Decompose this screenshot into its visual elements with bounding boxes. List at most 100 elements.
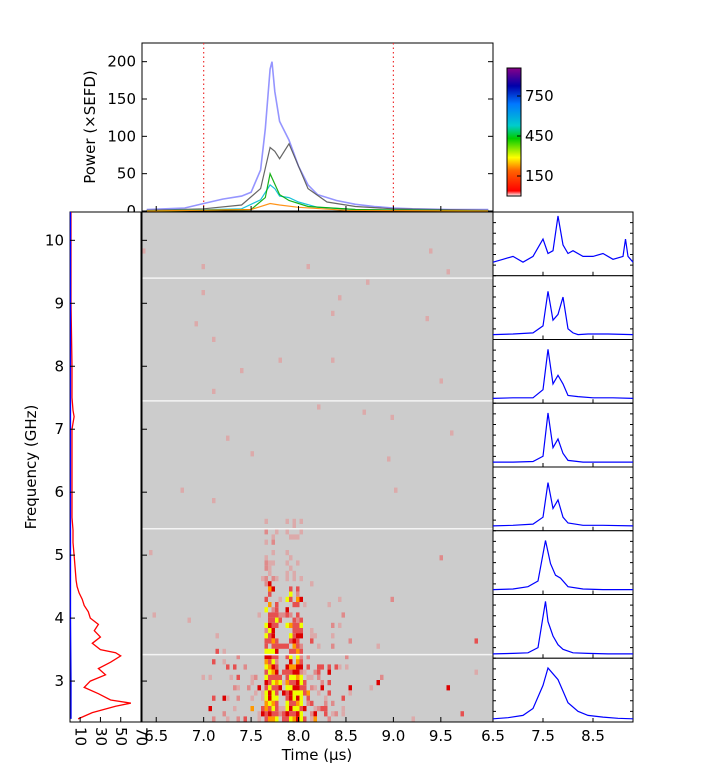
channel-profile-line — [492, 540, 633, 591]
heatmap-cell — [289, 586, 293, 592]
heatmap-cell — [439, 555, 443, 561]
power-panel-frame — [141, 42, 494, 212]
heatmap-cell — [278, 612, 282, 618]
power-tick-label: 0 — [126, 202, 136, 220]
heatmap-cell — [306, 674, 310, 680]
heatmap-cell — [226, 695, 230, 701]
heatmap-cell — [289, 680, 293, 686]
heatmap-cell — [271, 539, 275, 545]
heatmap-cell — [271, 680, 275, 686]
heatmap-cell — [268, 560, 272, 566]
heatmap-cell — [299, 648, 303, 654]
heatmap-cell — [261, 706, 265, 712]
heatmap-cell — [380, 674, 384, 680]
heatmap-cell — [271, 685, 275, 691]
heatmap-cell — [208, 706, 212, 712]
heatmap-cell — [264, 607, 268, 613]
heatmap-cell — [271, 643, 275, 649]
heatmap-cell — [268, 680, 272, 686]
heatmap-cell — [296, 602, 300, 608]
spectrum-series-line — [69, 212, 72, 719]
power-tick-label: 50 — [117, 165, 136, 183]
frequency-tick-label: 10 — [45, 231, 64, 249]
heatmap-cell — [268, 648, 272, 654]
heatmap-cell — [215, 633, 219, 639]
heatmap-cell — [236, 674, 240, 680]
heatmap-cell — [327, 664, 331, 670]
heatmap-cell — [285, 700, 289, 706]
heatmap-cell — [313, 716, 317, 722]
heatmap-cell — [275, 643, 279, 649]
power-tick-label: 100 — [107, 127, 136, 145]
heatmap-cell — [289, 555, 293, 561]
heatmap-cell — [268, 700, 272, 706]
heatmap-cell — [285, 596, 289, 602]
heatmap-cell — [282, 669, 286, 675]
frequency-axis-ticks: 3 4 5 6 7 8 9 10 — [45, 231, 147, 690]
heatmap-cell — [275, 685, 279, 691]
heatmap-cell — [268, 622, 272, 628]
heatmap-cell — [275, 607, 279, 613]
heatmap-cell — [317, 669, 321, 675]
heatmap-cell — [275, 617, 279, 623]
profile-x-tick-label: 7.5 — [531, 727, 555, 745]
heatmap-cell — [334, 711, 338, 717]
heatmap-cell — [369, 685, 373, 691]
heatmap-cell — [394, 487, 398, 493]
heatmap-cell — [310, 685, 314, 691]
dead-channel-lines — [142, 277, 493, 656]
heatmap-cell — [268, 659, 272, 665]
spectrum-series-group — [69, 212, 132, 720]
heatmap-cell — [299, 674, 303, 680]
heatmap-cell — [299, 617, 303, 623]
heatmap-cell — [261, 690, 265, 696]
heatmap-cell — [264, 565, 268, 571]
heatmap-cell — [271, 695, 275, 701]
heatmap-cell — [338, 622, 342, 628]
heatmap-cell — [271, 664, 275, 670]
heatmap-cell — [222, 659, 226, 665]
heatmap-cell — [250, 674, 254, 680]
heatmap-cell — [282, 643, 286, 649]
heatmap-cell — [299, 680, 303, 686]
heatmap-cell — [271, 550, 275, 556]
frequency-tick-label: 5 — [54, 546, 64, 564]
heatmap-cell — [275, 700, 279, 706]
heatmap-cell — [264, 690, 268, 696]
heatmap-cell — [289, 700, 293, 706]
heatmap-cell — [299, 664, 303, 670]
heatmap-cell — [236, 654, 240, 660]
heatmap-cell — [285, 716, 289, 722]
heatmap-cell — [264, 633, 268, 639]
heatmap-cell — [275, 706, 279, 712]
frequency-axis-label: Frequency (GHz) — [22, 405, 40, 530]
heatmap-cell — [285, 560, 289, 566]
heatmap-cell — [268, 654, 272, 660]
heatmap-cell — [292, 669, 296, 675]
channel-profile-frame — [492, 530, 634, 595]
heatmap-cell — [341, 612, 345, 618]
heatmap-cell — [292, 622, 296, 628]
frequency-tick-label: 9 — [54, 294, 64, 312]
power-series-line — [146, 61, 489, 211]
heatmap-cell — [296, 638, 300, 644]
heatmap-cell — [292, 685, 296, 691]
heatmap-cell — [299, 628, 303, 634]
heatmap-cell — [240, 368, 244, 374]
heatmap-cell — [201, 674, 205, 680]
heatmap-cell — [296, 706, 300, 712]
heatmap-cell — [296, 612, 300, 618]
colorbar-gradient — [506, 67, 522, 197]
heatmap-cell — [292, 690, 296, 696]
heatmap-cell — [296, 596, 300, 602]
heatmap-cell — [306, 264, 310, 270]
heatmap-cell — [264, 711, 268, 717]
heatmap-cell — [201, 290, 205, 296]
profile-x-tick-label: 6.5 — [481, 727, 505, 745]
heatmap-cell — [296, 648, 300, 654]
heatmap-cell — [327, 690, 331, 696]
heatmap-cell — [285, 550, 289, 556]
heatmap-cell — [285, 711, 289, 717]
heatmap-cell — [296, 659, 300, 665]
heatmap-cell — [296, 586, 300, 592]
